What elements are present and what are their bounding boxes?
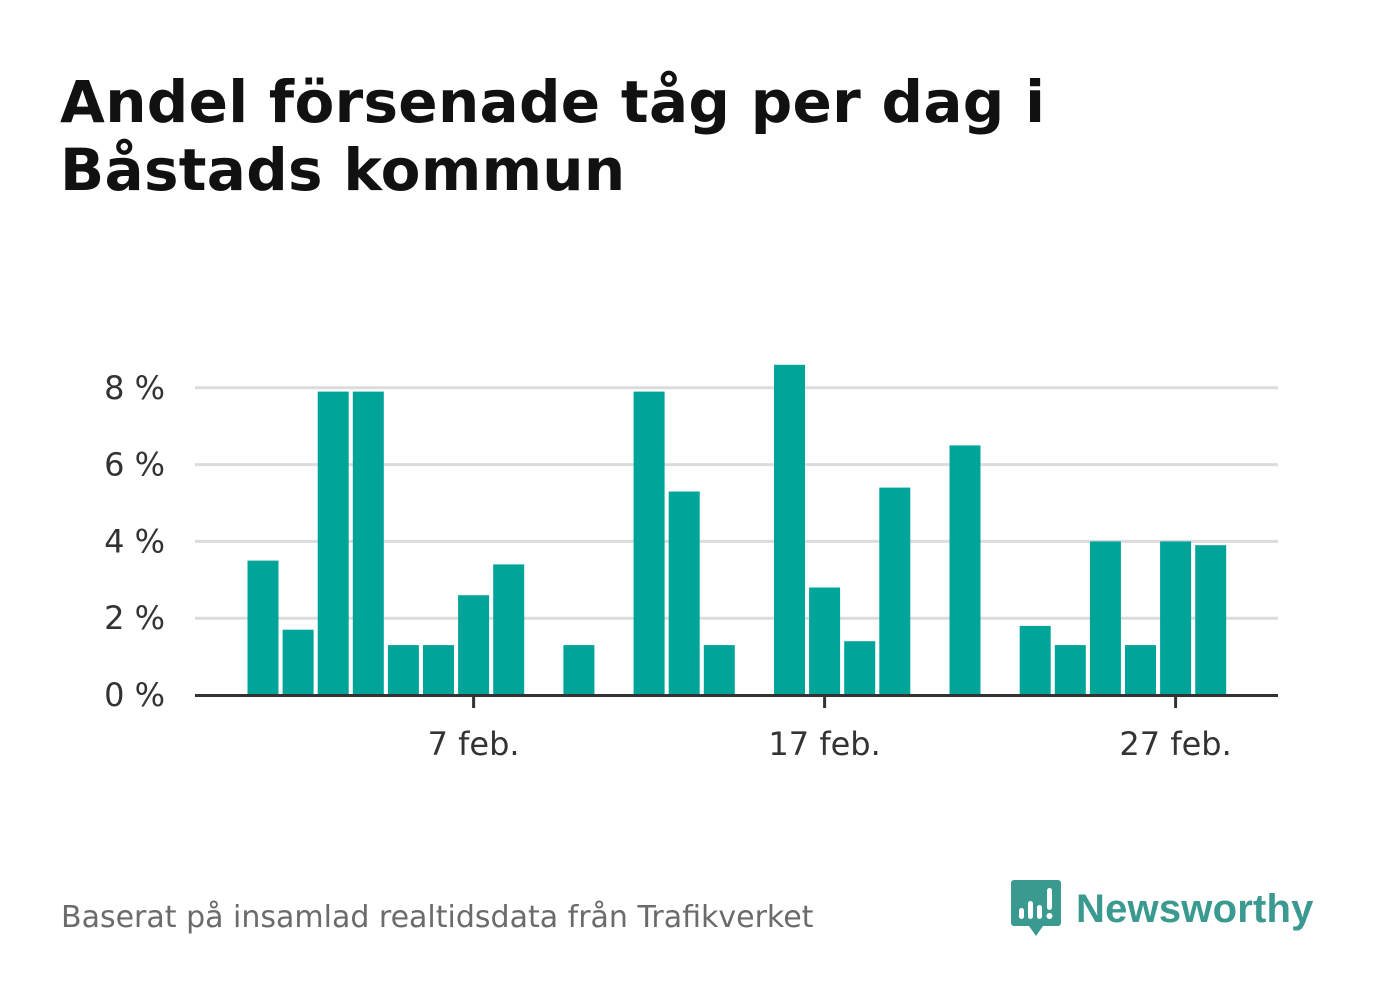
bar (352, 391, 384, 695)
y-tick-label: 0 % (104, 676, 165, 714)
x-tick-label: 17 feb. (768, 725, 880, 763)
axes: 0 % 2 % 4 % 6 % 8 % 7 feb. 17 feb. 27 feb. (104, 369, 1278, 763)
bar (809, 587, 841, 695)
x-tick-label: 7 feb. (428, 725, 520, 763)
bar (1125, 645, 1156, 695)
bar (703, 645, 735, 695)
newsworthy-logo-icon (1011, 880, 1061, 936)
brand-logo: Newsworthy (1010, 878, 1314, 940)
bar (1160, 541, 1192, 695)
y-tick-label: 2 % (104, 599, 165, 637)
bars (247, 364, 1227, 695)
x-tick-label: 27 feb. (1119, 725, 1231, 763)
chart-title: Andel försenade tåg per dag i Båstads ko… (60, 68, 1046, 204)
bar (1089, 541, 1121, 695)
bar (1054, 645, 1086, 695)
brand-name: Newsworthy (1076, 886, 1314, 931)
bar (563, 645, 595, 695)
bar (387, 645, 419, 695)
bar (774, 364, 805, 695)
bar (247, 560, 279, 695)
bar (633, 391, 665, 695)
bar (1019, 625, 1051, 695)
bar (423, 645, 454, 695)
y-tick-label: 8 % (104, 369, 165, 407)
bar (879, 487, 911, 695)
bar (282, 629, 314, 695)
bar (844, 641, 876, 695)
bar (668, 491, 700, 695)
bar (317, 391, 349, 695)
bar (1195, 545, 1227, 695)
bar (949, 445, 981, 695)
y-tick-label: 6 % (104, 446, 165, 484)
source-note: Baserat på insamlad realtidsdata från Tr… (61, 900, 814, 935)
y-tick-label: 4 % (104, 522, 165, 560)
bar (493, 564, 525, 695)
bar (458, 595, 490, 695)
